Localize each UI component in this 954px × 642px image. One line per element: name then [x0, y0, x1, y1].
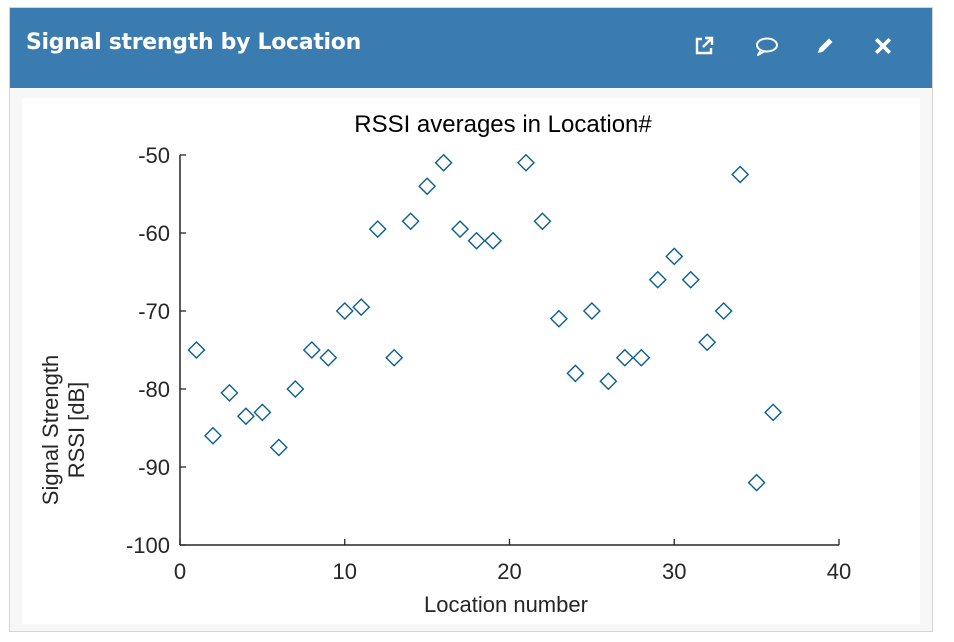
data-point: [434, 153, 453, 172]
y-axis-label-line1: Signal Strength: [38, 355, 63, 505]
data-point: [302, 341, 321, 359]
data-point: [269, 438, 288, 457]
x-axis-label: Location number: [424, 592, 588, 617]
data-point: [236, 407, 255, 426]
data-point: [714, 302, 733, 320]
data-point: [335, 302, 354, 320]
widget-title: Signal strength by Location: [26, 30, 361, 55]
data-point: [698, 333, 717, 352]
data-point: [549, 309, 568, 328]
data-point: [418, 177, 437, 196]
data-point: [615, 348, 634, 367]
data-point: [220, 383, 239, 402]
x-tick-label: 30: [662, 559, 686, 584]
comment-icon[interactable]: [751, 30, 783, 62]
y-tick-label: -90: [138, 455, 170, 480]
y-tick-label: -50: [138, 143, 170, 168]
scatter-chart: RSSI averages in Location# 0 10 20 30 40 -100…: [38, 111, 851, 617]
data-point: [665, 247, 684, 266]
x-tick-label: 10: [333, 559, 357, 584]
data-point: [368, 220, 387, 239]
y-axis-label-line2: RSSI [dB]: [64, 382, 89, 479]
data-point: [764, 403, 783, 422]
data-point: [401, 212, 420, 231]
y-tick-label: -100: [126, 533, 170, 558]
data-point: [681, 270, 700, 289]
external-link-icon[interactable]: [688, 30, 720, 62]
chart-axes: 0 10 20 30 40 -100 -90 -80 -70 -60 -50: [126, 143, 851, 584]
data-point: [731, 165, 750, 184]
data-point: [385, 348, 404, 367]
data-point: [582, 302, 601, 320]
chart-title: RSSI averages in Location#: [354, 111, 652, 138]
data-point: [516, 153, 535, 172]
widget-header: Signal strength by Location: [10, 8, 932, 88]
x-tick-label: 40: [827, 559, 851, 584]
x-tick-label: 20: [497, 559, 521, 584]
data-point: [599, 372, 618, 391]
chart-points: [187, 153, 783, 492]
data-point: [319, 348, 338, 367]
data-point: [632, 348, 651, 367]
data-point: [253, 403, 272, 422]
data-point: [286, 380, 305, 398]
data-point: [203, 426, 222, 445]
x-tick-label: 0: [174, 559, 186, 584]
chart-panel: RSSI averages in Location# 0 10 20 30 40 -100…: [22, 98, 920, 624]
data-point: [747, 473, 766, 492]
data-point: [484, 231, 503, 250]
data-point: [467, 231, 486, 250]
y-tick-label: -80: [138, 377, 170, 402]
widget-body: RSSI averages in Location# 0 10 20 30 40 -100…: [10, 88, 932, 631]
data-point: [352, 298, 371, 317]
data-point: [451, 220, 470, 239]
pencil-icon[interactable]: [809, 30, 841, 62]
y-tick-label: -70: [138, 299, 170, 324]
data-point: [566, 364, 585, 383]
data-point: [533, 212, 552, 231]
y-tick-label: -60: [138, 221, 170, 246]
chart-widget: Signal strength by Location: [9, 7, 933, 632]
data-point: [648, 270, 667, 289]
data-point: [187, 341, 206, 359]
close-icon[interactable]: [867, 30, 899, 62]
